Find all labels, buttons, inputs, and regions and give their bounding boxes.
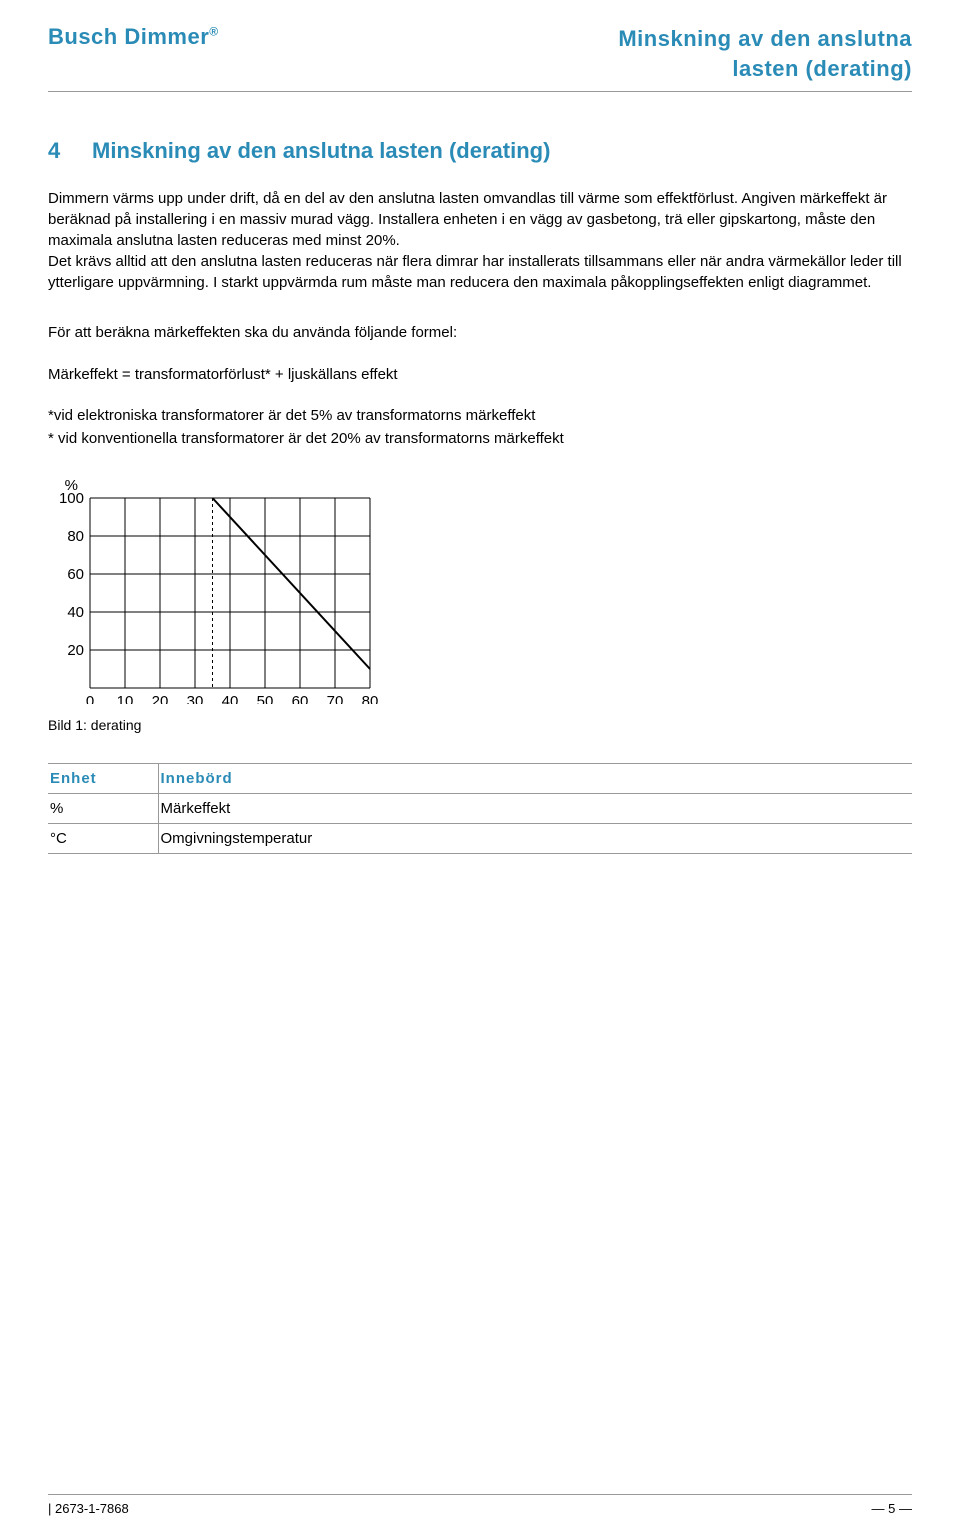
legend-cell-meaning: Märkeffekt <box>158 794 912 824</box>
header-left: Busch Dimmer® <box>48 24 219 50</box>
chart-svg: %1008060402001020304050607080°C <box>48 474 388 704</box>
svg-text:50: 50 <box>257 693 274 704</box>
footer-right: — 5 — <box>872 1501 912 1516</box>
svg-text:80: 80 <box>362 693 379 704</box>
svg-text:0: 0 <box>86 693 94 704</box>
section-number: 4 <box>48 138 92 164</box>
svg-text:100: 100 <box>59 490 84 507</box>
page-footer: | 2673-1-7868 — 5 — <box>48 1494 912 1516</box>
svg-text:30: 30 <box>187 693 204 704</box>
formula-intro: För att beräkna märkeffekten ska du anvä… <box>48 321 912 344</box>
legend-header-row: Enhet Innebörd <box>48 764 912 794</box>
spacer <box>48 386 912 404</box>
legend-header-meaning: Innebörd <box>158 764 912 794</box>
product-name: Busch Dimmer <box>48 24 209 49</box>
header-right-line2: lasten (derating) <box>618 54 912 84</box>
formula-text: Märkeffekt = transformatorförlust* + lju… <box>48 363 912 386</box>
legend-row: % Märkeffekt <box>48 794 912 824</box>
formula-block: För att beräkna märkeffekten ska du anvä… <box>48 321 912 450</box>
svg-text:20: 20 <box>152 693 169 704</box>
spacer <box>48 345 912 363</box>
paragraph-2: Det krävs alltid att den anslutna lasten… <box>48 253 902 291</box>
paragraph-1: Dimmern värms upp under drift, då en del… <box>48 190 887 249</box>
chart-caption: Bild 1: derating <box>48 717 912 733</box>
legend-table: Enhet Innebörd % Märkeffekt °C Omgivning… <box>48 763 912 854</box>
body-block-1: Dimmern värms upp under drift, då en del… <box>48 188 912 293</box>
svg-text:40: 40 <box>222 693 239 704</box>
derating-chart: %1008060402001020304050607080°C <box>48 474 912 709</box>
header-right-line1: Minskning av den anslutna <box>618 24 912 54</box>
legend-cell-meaning: Omgivningstemperatur <box>158 824 912 854</box>
svg-text:60: 60 <box>292 693 309 704</box>
section-heading: 4Minskning av den anslutna lasten (derat… <box>48 138 912 164</box>
svg-text:60: 60 <box>67 566 84 583</box>
legend-row: °C Omgivningstemperatur <box>48 824 912 854</box>
registered-mark: ® <box>209 25 218 39</box>
page-header: Busch Dimmer® Minskning av den anslutna … <box>48 24 912 92</box>
svg-text:10: 10 <box>117 693 134 704</box>
header-right: Minskning av den anslutna lasten (derati… <box>618 24 912 83</box>
legend-header-unit: Enhet <box>48 764 158 794</box>
legend-cell-unit: % <box>48 794 158 824</box>
svg-text:70: 70 <box>327 693 344 704</box>
footer-left: | 2673-1-7868 <box>48 1501 129 1516</box>
footnote-2: * vid konventionella transformatorer är … <box>48 427 912 450</box>
legend-cell-unit: °C <box>48 824 158 854</box>
svg-text:80: 80 <box>67 528 84 545</box>
section-title: Minskning av den anslutna lasten (derati… <box>92 138 550 163</box>
svg-text:40: 40 <box>67 604 84 621</box>
svg-text:20: 20 <box>67 642 84 659</box>
footnote-1: *vid elektroniska transformatorer är det… <box>48 404 912 427</box>
